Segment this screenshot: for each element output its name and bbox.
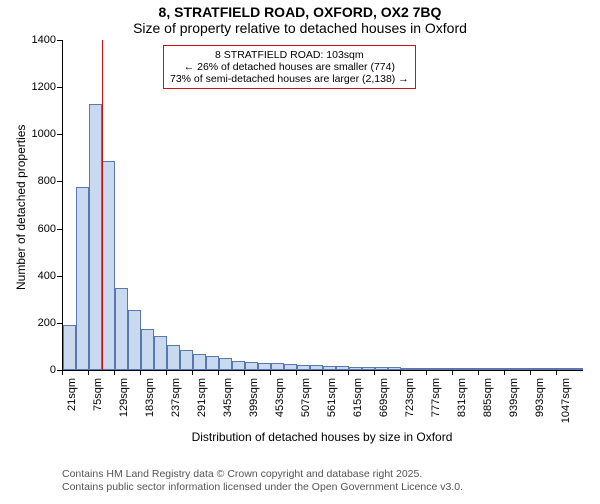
histogram-bar [453, 368, 466, 370]
annotation-line1: 8 STRATFIELD ROAD: 103sqm [170, 49, 409, 61]
x-axis-label: Distribution of detached houses by size … [62, 430, 582, 444]
y-tick-mark [57, 40, 62, 41]
histogram-bar [349, 367, 362, 370]
x-tick-mark [374, 370, 375, 375]
x-tick-label: 237sqm [170, 378, 182, 417]
footer-line-1: Contains HM Land Registry data © Crown c… [62, 468, 463, 481]
x-tick-label: 885sqm [482, 378, 494, 417]
y-tick-label: 200 [0, 317, 56, 329]
x-tick-label: 507sqm [300, 378, 312, 417]
y-tick-mark [57, 323, 62, 324]
x-tick-label: 75sqm [92, 378, 104, 411]
x-tick-mark [114, 370, 115, 375]
histogram-bar [271, 363, 284, 370]
y-axis-label: Number of detached properties [14, 125, 28, 290]
y-tick-label: 1000 [0, 128, 56, 140]
x-tick-label: 453sqm [274, 378, 286, 417]
histogram-bar [89, 104, 102, 370]
x-tick-mark [530, 370, 531, 375]
x-tick-mark [140, 370, 141, 375]
histogram-bar [570, 368, 583, 370]
histogram-bar [531, 368, 544, 370]
x-tick-mark [296, 370, 297, 375]
y-tick-label: 800 [0, 175, 56, 187]
x-tick-mark [322, 370, 323, 375]
histogram-bar [167, 345, 180, 370]
histogram-bar [102, 161, 115, 370]
y-tick-mark [57, 87, 62, 88]
chart-plot-area: 8 STRATFIELD ROAD: 103sqm← 26% of detach… [62, 40, 583, 371]
x-tick-mark [244, 370, 245, 375]
x-tick-label: 831sqm [456, 378, 468, 417]
x-tick-label: 345sqm [222, 378, 234, 417]
histogram-bar [206, 356, 219, 370]
histogram-bar [297, 365, 310, 370]
histogram-bar [427, 368, 440, 370]
x-tick-label: 129sqm [118, 378, 130, 417]
x-tick-label: 561sqm [326, 378, 338, 417]
x-tick-label: 939sqm [508, 378, 520, 417]
histogram-bar [232, 361, 245, 370]
x-tick-label: 993sqm [534, 378, 546, 417]
histogram-bar [193, 354, 206, 371]
footer-attribution: Contains HM Land Registry data © Crown c… [62, 468, 463, 494]
x-tick-mark [348, 370, 349, 375]
x-tick-mark [62, 370, 63, 375]
histogram-bar [479, 368, 492, 370]
x-tick-label: 615sqm [352, 378, 364, 417]
histogram-bar [180, 350, 193, 370]
x-tick-label: 399sqm [248, 378, 260, 417]
x-tick-label: 669sqm [378, 378, 390, 417]
histogram-bar [258, 363, 271, 370]
histogram-bar [401, 368, 414, 370]
x-tick-mark [426, 370, 427, 375]
y-tick-label: 400 [0, 270, 56, 282]
histogram-bar [245, 362, 258, 370]
histogram-bar [154, 336, 167, 370]
x-tick-mark [166, 370, 167, 375]
x-tick-mark [504, 370, 505, 375]
property-marker-line [102, 40, 103, 370]
histogram-bar [323, 366, 336, 370]
x-tick-label: 777sqm [430, 378, 442, 417]
x-tick-label: 723sqm [404, 378, 416, 417]
y-tick-mark [57, 134, 62, 135]
annotation-line3: 73% of semi-detached houses are larger (… [170, 73, 409, 85]
x-tick-mark [452, 370, 453, 375]
histogram-bar [115, 288, 128, 371]
footer-line-2: Contains public sector information licen… [62, 481, 463, 494]
y-tick-label: 1200 [0, 81, 56, 93]
x-tick-mark [88, 370, 89, 375]
x-tick-mark [478, 370, 479, 375]
histogram-bar [375, 367, 388, 370]
x-tick-label: 21sqm [66, 378, 78, 411]
x-tick-label: 1047sqm [560, 378, 572, 423]
histogram-bar [219, 358, 232, 370]
x-tick-mark [218, 370, 219, 375]
x-tick-label: 183sqm [144, 378, 156, 417]
histogram-bar [76, 187, 89, 370]
histogram-bar [141, 329, 154, 370]
histogram-bar [63, 325, 76, 370]
histogram-bar [505, 368, 518, 370]
title-subtitle: Size of property relative to detached ho… [0, 20, 600, 36]
annotation-line2: ← 26% of detached houses are smaller (77… [170, 61, 409, 73]
y-tick-mark [57, 276, 62, 277]
x-tick-mark [400, 370, 401, 375]
x-tick-label: 291sqm [196, 378, 208, 417]
y-tick-label: 0 [0, 364, 56, 376]
x-tick-mark [270, 370, 271, 375]
annotation-box: 8 STRATFIELD ROAD: 103sqm← 26% of detach… [163, 45, 416, 89]
histogram-bar [128, 310, 141, 370]
x-tick-mark [556, 370, 557, 375]
y-tick-mark [57, 181, 62, 182]
histogram-bar [557, 368, 570, 370]
y-tick-mark [57, 229, 62, 230]
y-tick-label: 600 [0, 223, 56, 235]
title-address: 8, STRATFIELD ROAD, OXFORD, OX2 7BQ [0, 4, 600, 20]
y-tick-label: 1400 [0, 34, 56, 46]
x-tick-mark [192, 370, 193, 375]
